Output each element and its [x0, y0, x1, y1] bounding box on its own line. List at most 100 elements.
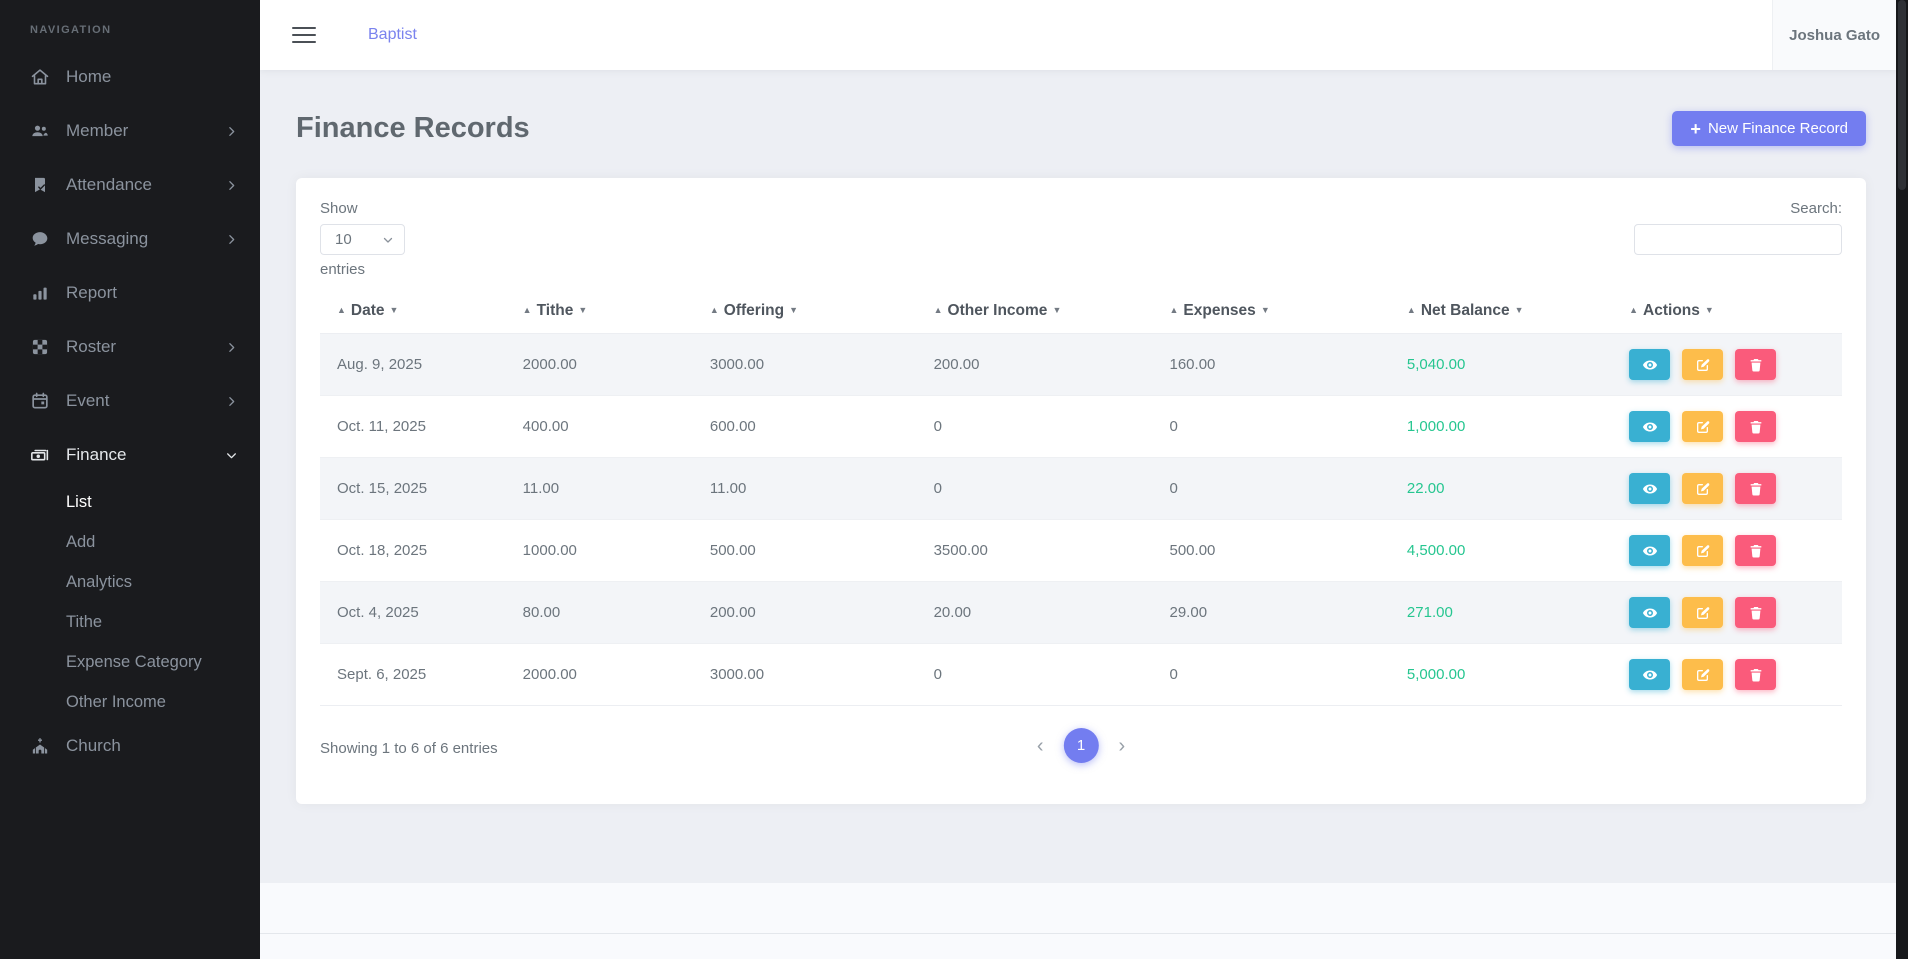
chat-icon: [30, 229, 50, 249]
sort-asc-icon[interactable]: ▲: [933, 305, 943, 315]
user-menu[interactable]: Joshua Gato: [1772, 0, 1896, 70]
sort-desc-icon[interactable]: ▼: [1704, 305, 1714, 315]
column-header-net-balance[interactable]: ▲ Net Balance ▼: [1389, 290, 1613, 334]
table-header-row: ▲ Date ▼ ▲ Tithe ▼ ▲ Offering ▼ ▲ Other Income ▼…: [320, 290, 1842, 334]
cell-expenses: 0: [1152, 395, 1390, 458]
cell-net-balance: 4,500.00: [1389, 519, 1613, 582]
sort-desc-icon[interactable]: ▼: [389, 305, 399, 315]
delete-button[interactable]: [1735, 659, 1777, 690]
column-header-expenses[interactable]: ▲ Expenses ▼: [1152, 290, 1390, 334]
column-header-actions[interactable]: ▲ Actions ▼: [1612, 290, 1842, 334]
edit-button[interactable]: [1682, 349, 1724, 380]
sidebar-item-attendance[interactable]: Attendance: [0, 158, 260, 212]
cell-tithe: 2000.00: [522, 356, 577, 373]
pagination-next[interactable]: ›: [1118, 734, 1126, 757]
new-finance-record-button[interactable]: + New Finance Record: [1672, 111, 1866, 146]
sort-desc-icon[interactable]: ▼: [1514, 305, 1524, 315]
table-row: Aug. 9, 2025 2000.00 3000.00 200.00 160.…: [320, 333, 1842, 396]
showing-entries-text: Showing 1 to 6 of 6 entries: [320, 739, 498, 757]
sidebar-item-report[interactable]: Report: [0, 266, 260, 320]
view-button[interactable]: [1629, 659, 1671, 690]
page-header: Finance Records + New Finance Record: [260, 70, 1896, 173]
submenu-item-other-income[interactable]: Other Income: [66, 692, 166, 711]
brand-link[interactable]: Baptist: [368, 26, 417, 43]
sidebar-item-member[interactable]: Member: [0, 104, 260, 158]
pagination-prev[interactable]: ‹: [1036, 734, 1044, 757]
sidebar-item-roster[interactable]: Roster: [0, 320, 260, 374]
column-header-other-income[interactable]: ▲ Other Income ▼: [916, 290, 1153, 334]
home-icon: [30, 67, 50, 87]
sort-asc-icon[interactable]: ▲: [1169, 305, 1179, 315]
edit-button[interactable]: [1682, 535, 1724, 566]
main-content: Finance Records + New Finance Record Sho…: [260, 70, 1896, 959]
pagination-page-1[interactable]: 1: [1063, 728, 1099, 763]
column-header-date[interactable]: ▲ Date ▼: [320, 290, 506, 334]
scrollbar[interactable]: [1896, 0, 1908, 959]
column-header-offering[interactable]: ▲ Offering ▼: [692, 290, 917, 334]
submenu-item-analytics[interactable]: Analytics: [66, 572, 133, 591]
sort-desc-icon[interactable]: ▼: [1260, 305, 1270, 315]
edit-icon: [1696, 482, 1710, 495]
submenu-item-expense-category[interactable]: Expense Category: [66, 652, 202, 671]
cell-tithe: 1000.00: [505, 519, 693, 582]
sort-desc-icon[interactable]: ▼: [578, 305, 588, 315]
page-length-select[interactable]: 10: [320, 224, 405, 255]
sidebar-item-finance[interactable]: Finance: [0, 428, 260, 482]
sort-asc-icon[interactable]: ▲: [1406, 305, 1416, 315]
calendar-icon: [30, 391, 50, 411]
menu-toggle-icon[interactable]: [292, 22, 316, 47]
cell-expenses: 0: [1152, 643, 1390, 706]
sidebar-item-event[interactable]: Event: [0, 374, 260, 428]
sort-desc-icon[interactable]: ▼: [789, 305, 798, 315]
eye-icon: [1642, 483, 1657, 494]
user-name: Joshua Gato: [1789, 26, 1880, 44]
sort-asc-icon[interactable]: ▲: [522, 305, 532, 315]
submenu-item-list[interactable]: List: [66, 492, 92, 511]
cell-offering: 3000.00: [692, 643, 917, 706]
column-header-tithe[interactable]: ▲ Tithe ▼: [505, 290, 693, 334]
delete-button[interactable]: [1735, 535, 1777, 566]
chevron-right-icon: [225, 395, 238, 408]
trash-icon: [1750, 482, 1762, 496]
delete-button[interactable]: [1735, 349, 1777, 380]
edit-icon: [1696, 420, 1710, 433]
cell-net-balance: 5,000.00: [1389, 643, 1613, 706]
search-input[interactable]: [1634, 224, 1842, 255]
sort-asc-icon[interactable]: ▲: [337, 305, 346, 315]
view-button[interactable]: [1629, 473, 1671, 504]
cell-tithe: 2000.00: [505, 643, 693, 706]
view-button[interactable]: [1629, 411, 1671, 442]
cell-date: Oct. 4, 2025: [320, 581, 506, 644]
sort-asc-icon[interactable]: ▲: [1629, 305, 1639, 315]
cell-other-income: 200.00: [933, 356, 980, 373]
sidebar-item-home[interactable]: Home: [0, 50, 260, 104]
topbar: Baptist Joshua Gato: [260, 0, 1896, 70]
edit-button[interactable]: [1682, 597, 1724, 628]
trash-icon: [1750, 544, 1762, 558]
page-footer: [260, 883, 1896, 959]
search-label: Search:: [1790, 200, 1842, 217]
scrollbar-thumb[interactable]: [1898, 0, 1906, 190]
cell-date: Oct. 11, 2025: [320, 395, 506, 458]
delete-button[interactable]: [1735, 473, 1777, 504]
view-button[interactable]: [1629, 535, 1671, 566]
view-button[interactable]: [1629, 349, 1671, 380]
table-footer: Showing 1 to 6 of 6 entries ‹ 1 ›: [320, 728, 1842, 768]
edit-button[interactable]: [1682, 473, 1724, 504]
finance-submenu: List Add Analytics Tithe Expense Categor…: [0, 482, 260, 722]
edit-button[interactable]: [1682, 659, 1724, 690]
submenu-item-add[interactable]: Add: [66, 532, 96, 551]
delete-button[interactable]: [1735, 597, 1777, 628]
cell-offering: 200.00: [692, 581, 917, 644]
view-button[interactable]: [1629, 597, 1671, 628]
sidebar-item-messaging[interactable]: Messaging: [0, 212, 260, 266]
sidebar-item-church[interactable]: Church: [0, 722, 260, 770]
edit-button[interactable]: [1682, 411, 1724, 442]
submenu-item-tithe[interactable]: Tithe: [66, 612, 103, 631]
delete-button[interactable]: [1735, 411, 1777, 442]
cell-actions: [1612, 643, 1842, 706]
sort-desc-icon[interactable]: ▼: [1052, 305, 1062, 315]
table-row: Oct. 18, 2025 1000.00 500.00 3500.00 500…: [320, 519, 1842, 582]
cell-date: Sept. 6, 2025: [320, 643, 506, 706]
sort-asc-icon[interactable]: ▲: [709, 305, 719, 315]
